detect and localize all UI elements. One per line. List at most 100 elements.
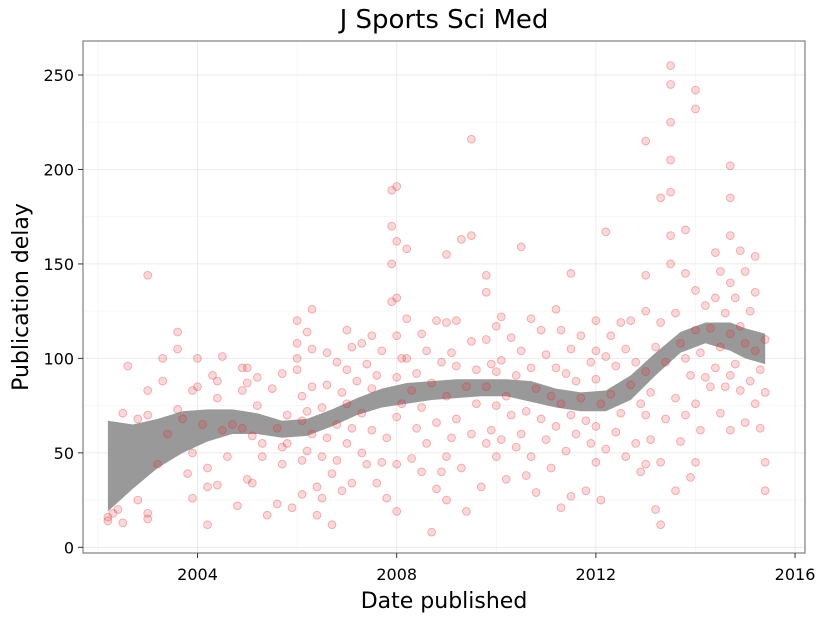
data-point — [551, 363, 561, 373]
data-point — [327, 469, 337, 478]
data-point — [312, 510, 322, 520]
data-point — [188, 493, 197, 503]
data-point — [267, 384, 277, 393]
data-point — [407, 386, 416, 395]
data-point — [646, 435, 655, 444]
data-point — [193, 382, 202, 392]
data-point — [392, 412, 402, 422]
data-point — [457, 235, 466, 244]
data-point — [402, 244, 412, 254]
y-axis-title: Publication delay — [9, 203, 34, 391]
data-point — [437, 357, 446, 367]
chart-title: J Sports Sci Med — [338, 5, 549, 35]
data-point — [611, 427, 621, 437]
data-point — [666, 259, 675, 269]
data-point — [596, 399, 606, 409]
data-point — [427, 378, 436, 388]
data-point — [442, 495, 451, 505]
data-point — [686, 473, 695, 482]
data-point — [656, 193, 665, 203]
data-point — [357, 448, 367, 458]
data-point — [322, 433, 332, 443]
data-point — [720, 382, 730, 392]
data-point — [307, 429, 317, 439]
data-point — [691, 399, 700, 409]
data-point — [392, 507, 402, 516]
data-point — [486, 359, 496, 369]
data-point — [531, 384, 541, 393]
data-point — [646, 388, 655, 397]
y-tick-label: 50 — [54, 444, 74, 463]
data-point — [681, 269, 690, 278]
data-point — [725, 425, 735, 435]
smooth-confidence-band — [107, 322, 766, 512]
data-point — [153, 459, 163, 469]
data-point — [750, 346, 760, 356]
data-point — [536, 325, 546, 335]
data-point — [631, 439, 641, 448]
data-point — [143, 386, 153, 395]
data-point — [292, 354, 302, 363]
data-point — [616, 408, 626, 418]
data-point — [481, 270, 491, 280]
data-point — [730, 359, 740, 369]
data-point — [452, 316, 461, 325]
data-point — [491, 452, 501, 461]
data-point — [691, 104, 700, 114]
data-point — [745, 376, 755, 386]
data-point — [193, 354, 202, 363]
data-point — [188, 448, 197, 458]
data-point — [725, 193, 735, 203]
data-point — [561, 446, 571, 456]
data-point — [447, 348, 456, 358]
data-point — [546, 463, 556, 473]
data-point — [442, 318, 451, 327]
data-point — [362, 459, 372, 469]
data-point — [218, 425, 227, 435]
data-point — [242, 474, 252, 484]
data-point — [481, 287, 491, 297]
data-point — [103, 516, 113, 526]
x-tick-label: 2008 — [376, 565, 417, 584]
data-point — [711, 363, 720, 373]
data-point — [183, 469, 192, 478]
data-point — [706, 323, 715, 333]
data-point — [442, 391, 451, 401]
data-point — [641, 136, 651, 146]
data-point — [651, 505, 660, 514]
data-point — [208, 371, 217, 380]
data-point — [317, 452, 327, 461]
data-point — [392, 236, 402, 246]
data-point — [501, 474, 511, 484]
data-point — [706, 382, 715, 392]
data-point — [262, 510, 272, 520]
data-point — [437, 467, 446, 477]
data-point — [233, 501, 242, 511]
data-point — [407, 454, 416, 463]
data-point — [412, 423, 421, 433]
data-point — [691, 457, 700, 467]
data-point — [591, 457, 601, 467]
data-point — [213, 393, 222, 403]
data-point — [108, 508, 118, 518]
data-point — [661, 414, 670, 424]
data-point — [252, 401, 262, 410]
data-point — [392, 293, 402, 303]
data-point — [541, 350, 551, 359]
y-tick-label: 100 — [43, 349, 74, 368]
data-point — [357, 338, 367, 348]
data-point — [760, 388, 770, 397]
data-point — [566, 410, 576, 420]
data-point — [516, 429, 526, 439]
data-point — [755, 423, 765, 433]
data-point — [596, 495, 606, 505]
data-point — [566, 491, 576, 501]
data-point — [327, 520, 337, 530]
data-point — [467, 337, 476, 346]
data-point — [417, 329, 426, 339]
x-tick-label: 2016 — [775, 565, 816, 584]
data-point — [526, 314, 536, 324]
data-point — [666, 61, 675, 70]
data-point — [133, 495, 143, 505]
data-point — [601, 352, 611, 361]
